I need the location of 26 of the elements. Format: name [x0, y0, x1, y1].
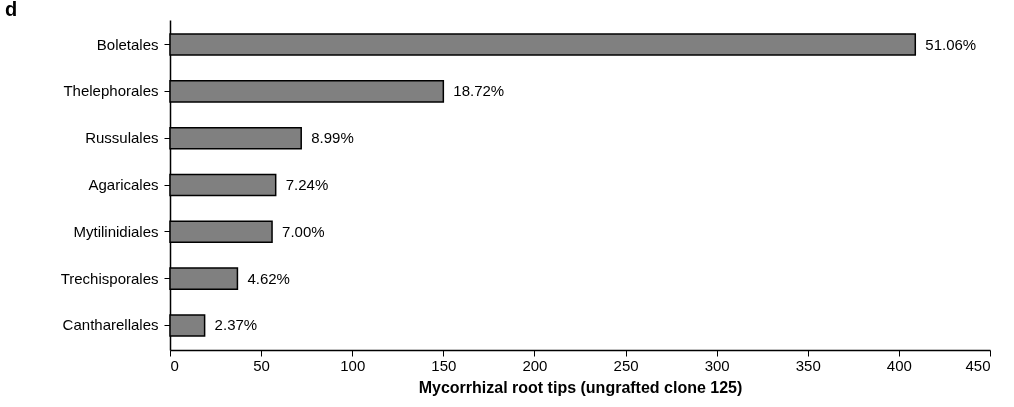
- x-tick-label: 0: [170, 356, 179, 374]
- x-axis-title: Mycorrhizal root tips (ungrafted clone 125): [418, 378, 743, 396]
- x-tick-label: 300: [704, 356, 730, 374]
- x-tick-label: 350: [795, 356, 821, 374]
- y-tick-label: Mytilinidiales: [73, 222, 159, 240]
- y-tick-label: Boletales: [96, 35, 159, 53]
- annotation: 51.06%: [925, 35, 977, 53]
- y-tick-label: Russulales: [85, 129, 159, 147]
- annotation: 7.00%: [282, 222, 325, 240]
- chart-title: d: [5, 0, 18, 20]
- annotation: 2.37%: [214, 316, 258, 334]
- x-tick-label: 400: [886, 356, 912, 374]
- x-tick-label: 100: [340, 356, 366, 374]
- y-tick-label: Trechisporales: [60, 269, 159, 287]
- annotation: 18.72%: [453, 82, 505, 100]
- x-tick-label: 50: [253, 356, 270, 374]
- x-tick-label: 200: [522, 356, 548, 374]
- y-tick-label: Agaricales: [88, 176, 159, 193]
- x-tick-label: 450: [965, 356, 991, 374]
- annotation: 8.99%: [311, 129, 354, 147]
- y-tick-label: Thelephorales: [63, 82, 159, 100]
- x-tick-label: 150: [431, 356, 457, 374]
- x-tick-label: 250: [613, 356, 639, 374]
- annotation: 4.62%: [247, 269, 290, 287]
- annotation: 7.24%: [285, 176, 329, 193]
- y-tick-label: Cantharellales: [62, 316, 159, 334]
